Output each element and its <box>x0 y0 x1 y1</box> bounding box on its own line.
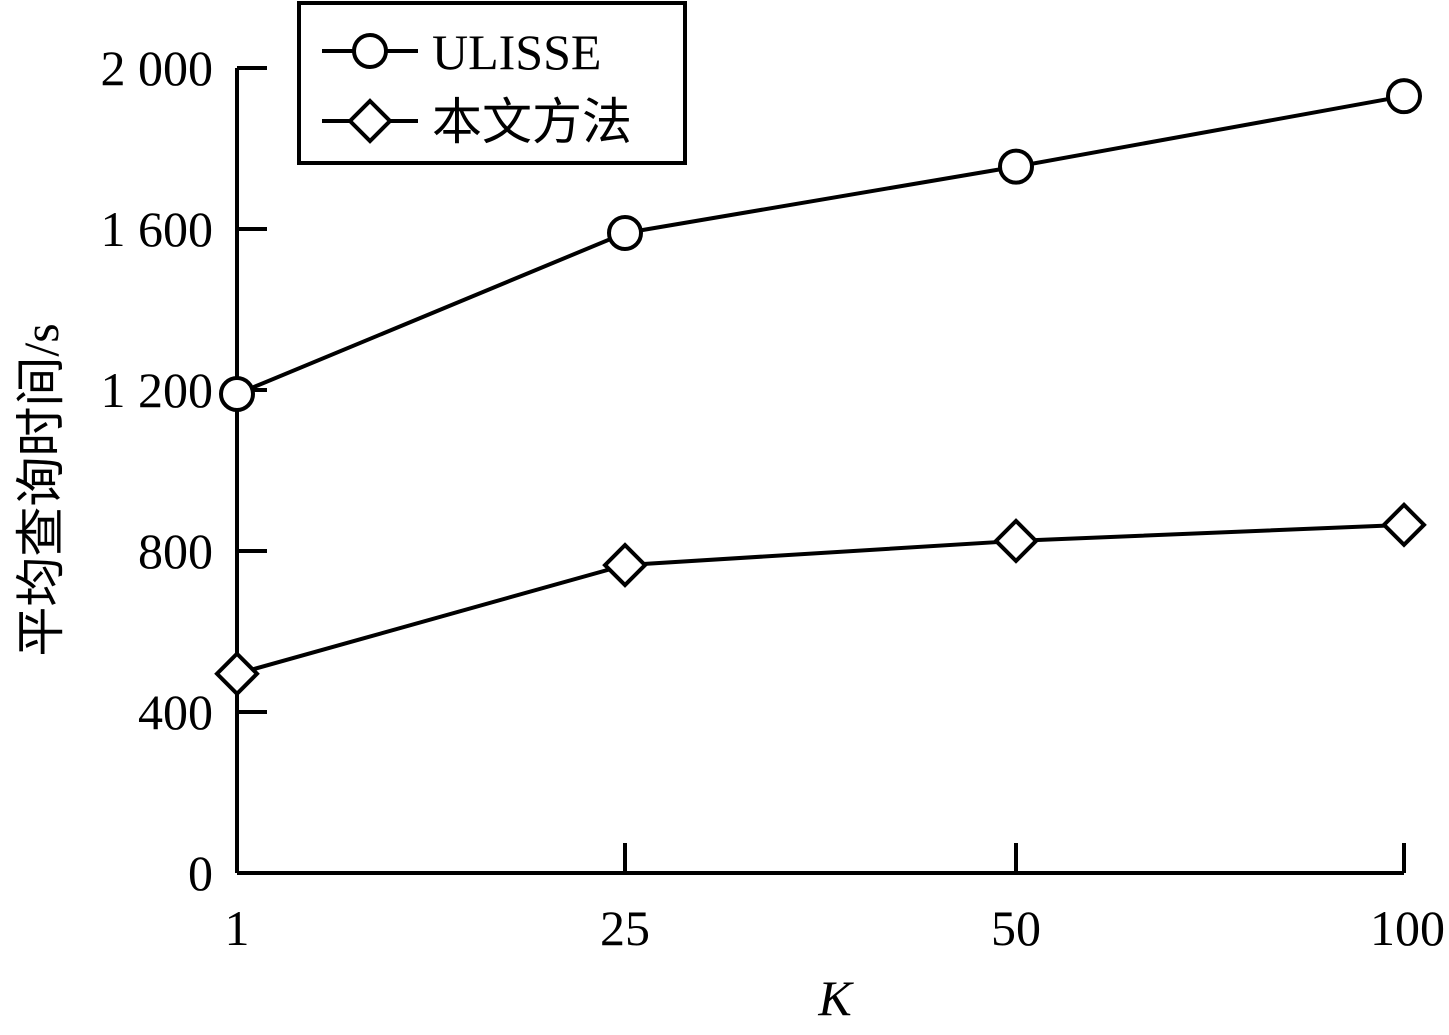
data-point-circle <box>607 215 643 252</box>
y-tick-label: 2 000 <box>101 40 214 96</box>
data-point-diamond <box>993 518 1039 564</box>
y-tick-label: 1 600 <box>101 201 214 257</box>
y-tick-label: 400 <box>138 684 213 740</box>
legend-marker-ulisse <box>352 33 388 69</box>
legend-label-ours: 本文方法 <box>432 94 632 150</box>
y-tick-label: 800 <box>138 523 213 579</box>
axes: 0 400 800 1 200 1 600 2 000 1 25 50 100 <box>101 40 1446 956</box>
x-axis-title: K <box>817 970 854 1026</box>
y-axis-title: 平均查询时间/s <box>13 323 69 656</box>
legend-label-ulisse: ULISSE <box>432 24 601 80</box>
data-point-diamond <box>1381 502 1427 548</box>
x-tick-label: 100 <box>1370 900 1445 956</box>
x-tick-label: 25 <box>600 900 650 956</box>
data-point-circle <box>219 376 255 413</box>
series-line-ours <box>236 522 1405 676</box>
series-line-ulisse <box>236 94 1405 396</box>
y-tick-label: 0 <box>188 845 213 901</box>
data-point-circle <box>1386 78 1422 115</box>
legend-marker-ours <box>347 98 393 144</box>
x-tick-label: 50 <box>991 900 1041 956</box>
data-point-circle <box>998 148 1034 185</box>
y-tick-label: 1 200 <box>101 362 214 418</box>
legend: ULISSE 本文方法 <box>297 1 687 165</box>
data-point-diamond <box>214 650 260 697</box>
series-layer <box>214 78 1427 697</box>
data-point-diamond <box>602 542 648 588</box>
x-tick-label: 1 <box>225 900 250 956</box>
